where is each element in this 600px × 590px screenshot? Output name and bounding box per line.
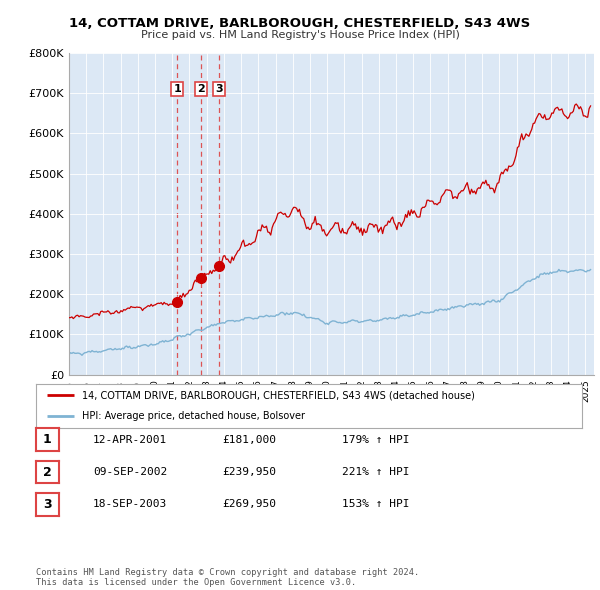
Text: £269,950: £269,950 xyxy=(222,500,276,509)
Text: 3: 3 xyxy=(215,84,223,94)
Text: 179% ↑ HPI: 179% ↑ HPI xyxy=(342,435,409,444)
Text: 14, COTTAM DRIVE, BARLBOROUGH, CHESTERFIELD, S43 4WS (detached house): 14, COTTAM DRIVE, BARLBOROUGH, CHESTERFI… xyxy=(82,391,475,401)
Text: 2: 2 xyxy=(197,84,205,94)
Text: 12-APR-2001: 12-APR-2001 xyxy=(93,435,167,444)
Text: Price paid vs. HM Land Registry's House Price Index (HPI): Price paid vs. HM Land Registry's House … xyxy=(140,30,460,40)
Text: 221% ↑ HPI: 221% ↑ HPI xyxy=(342,467,409,477)
Text: 09-SEP-2002: 09-SEP-2002 xyxy=(93,467,167,477)
Text: 3: 3 xyxy=(43,498,52,511)
Text: 1: 1 xyxy=(173,84,181,94)
Text: Contains HM Land Registry data © Crown copyright and database right 2024.
This d: Contains HM Land Registry data © Crown c… xyxy=(36,568,419,587)
Text: 2: 2 xyxy=(43,466,52,478)
Text: 14, COTTAM DRIVE, BARLBOROUGH, CHESTERFIELD, S43 4WS: 14, COTTAM DRIVE, BARLBOROUGH, CHESTERFI… xyxy=(70,17,530,30)
Text: £181,000: £181,000 xyxy=(222,435,276,444)
Text: 18-SEP-2003: 18-SEP-2003 xyxy=(93,500,167,509)
Text: £239,950: £239,950 xyxy=(222,467,276,477)
Text: 153% ↑ HPI: 153% ↑ HPI xyxy=(342,500,409,509)
Text: 1: 1 xyxy=(43,433,52,446)
Text: HPI: Average price, detached house, Bolsover: HPI: Average price, detached house, Bols… xyxy=(82,411,305,421)
